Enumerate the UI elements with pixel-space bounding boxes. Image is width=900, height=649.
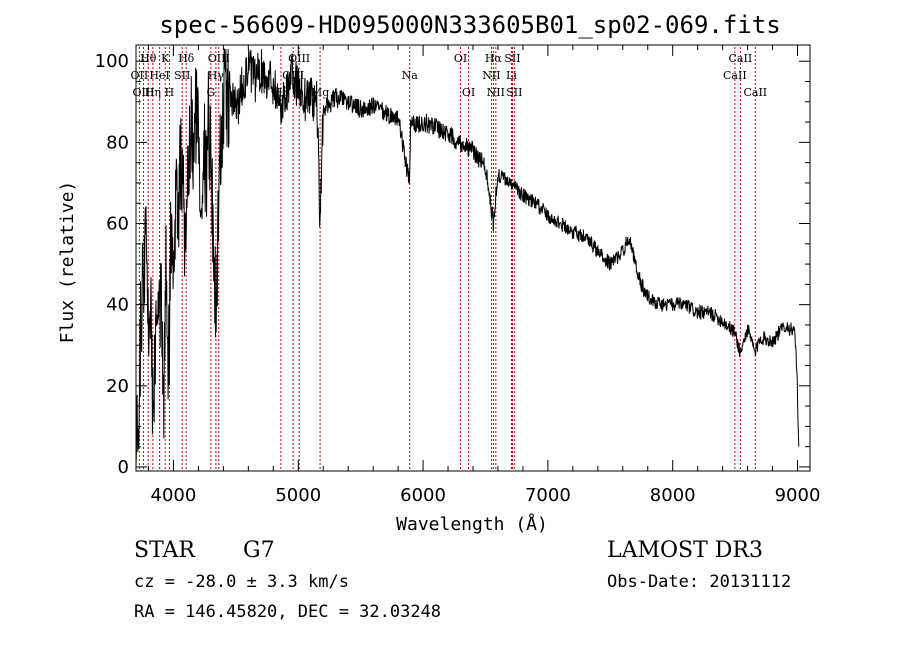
x-tick-label: 4000 — [151, 485, 197, 506]
y-axis-label: Flux (relative) — [57, 181, 78, 344]
x-tick-label: 7000 — [525, 485, 571, 506]
x-tick-label: 9000 — [775, 485, 821, 506]
redshift-velocity: cz = -28.0 ± 3.3 km/s — [134, 572, 349, 592]
line-label-3: Hη — [145, 86, 161, 99]
line-label-26: CaII — [729, 52, 753, 65]
axis-ticks: 4000 5000 6000 7000 8000 9000 0 20 40 60 80 100 — [95, 45, 821, 506]
line-label-7: SII — [174, 69, 190, 82]
line-label-1: OII — [131, 69, 149, 82]
y-tick-label: 80 — [106, 132, 129, 153]
line-label-13: OIII — [288, 52, 310, 65]
survey-label: LAMOST DR3 — [607, 538, 763, 563]
line-label-21: NII — [487, 86, 505, 99]
line-label-6: H — [165, 86, 175, 99]
spectrum-line — [135, 48, 800, 467]
line-label-11: G — [206, 86, 215, 99]
y-tick-label: 100 — [95, 51, 129, 72]
line-label-23: SII — [504, 52, 520, 65]
coordinates: RA = 146.45820, DEC = 32.03248 — [134, 602, 442, 622]
line-label-8: Hδ — [178, 52, 195, 65]
x-axis-label: Wavelength (Å) — [396, 513, 548, 535]
line-label-4: HeI — [149, 69, 169, 82]
chart-title: spec-56609-HD095000N333605B01_sp02-069.f… — [159, 11, 780, 39]
line-label-20: NII — [482, 69, 500, 82]
line-label-24: SII — [506, 86, 522, 99]
object-type: STAR — [134, 538, 195, 563]
spectral-line-markers — [138, 47, 756, 471]
y-tick-label: 60 — [106, 214, 129, 235]
x-tick-label: 6000 — [400, 485, 446, 506]
y-tick-label: 40 — [106, 295, 129, 316]
line-label-27: CaII — [743, 86, 767, 99]
line-label-17: OI — [454, 52, 467, 65]
line-label-5: K — [161, 52, 170, 65]
y-tick-label: 0 — [118, 457, 129, 478]
line-label-19: Hα — [485, 52, 503, 65]
line-label-25: CaII — [723, 69, 747, 82]
line-label-22: Li — [506, 69, 517, 82]
line-label-18: OI — [462, 86, 475, 99]
line-label-0: Hθ — [140, 52, 157, 65]
line-label-2: OIII — [132, 86, 154, 99]
line-label-16: Na — [402, 69, 419, 82]
x-tick-label: 5000 — [275, 485, 321, 506]
spectral-subclass: G7 — [243, 538, 275, 563]
observation-date: Obs-Date: 20131112 — [607, 572, 792, 592]
line-label-9: OIII — [208, 52, 230, 65]
y-tick-label: 20 — [106, 376, 129, 397]
line-label-10: Hγ — [208, 69, 225, 82]
x-tick-label: 8000 — [650, 485, 696, 506]
spectrum-series — [135, 48, 800, 467]
